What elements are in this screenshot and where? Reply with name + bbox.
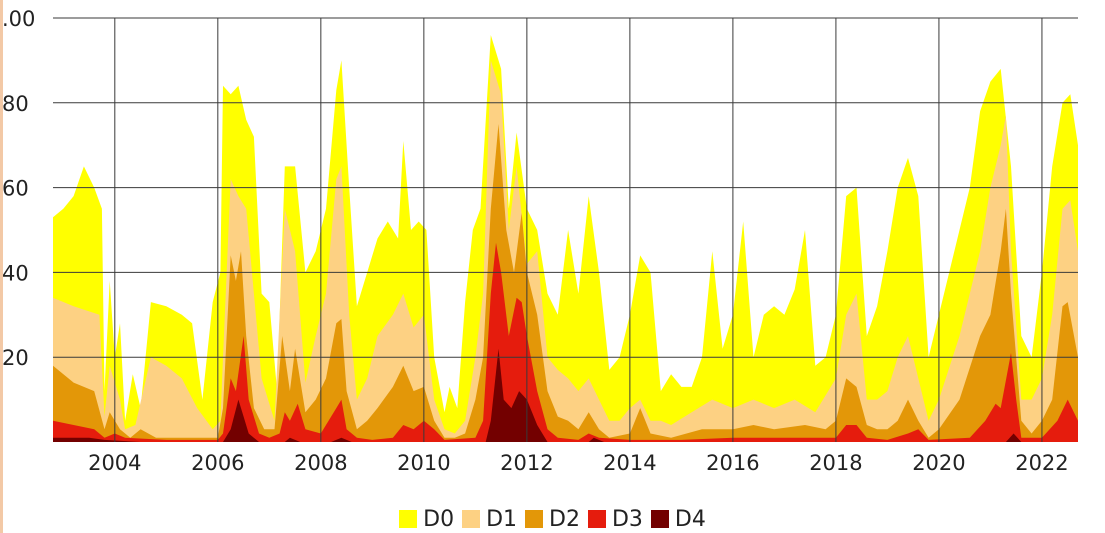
legend-swatch [525, 509, 544, 528]
x-tick-label: 2020 [912, 451, 965, 475]
x-tick-label: 2004 [88, 451, 141, 475]
y-tick-label: 80 [2, 92, 29, 116]
legend-swatch [399, 509, 418, 528]
legend-swatch [462, 509, 481, 528]
x-tick-label: 2016 [706, 451, 759, 475]
area-d2 [53, 124, 1078, 442]
x-tick-label: 2006 [191, 451, 244, 475]
x-tick-label: 2012 [500, 451, 553, 475]
gridlines [53, 17, 1078, 442]
y-tick-label: .00 [2, 7, 35, 31]
x-axis-tick-labels: 2004 2006 2008 2010 2012 2014 2016 2018 2020 2022 [88, 451, 1069, 475]
legend-item-d1: D1 [462, 507, 517, 532]
legend-item-d3: D3 [587, 506, 643, 532]
x-tick-label: 2008 [294, 451, 347, 475]
legend-label: D3 [611, 506, 643, 532]
legend-item-d2: D2 [525, 507, 580, 532]
legend-swatch [650, 509, 669, 528]
legend-label: D1 [486, 506, 518, 532]
x-tick-label: 2022 [1015, 451, 1068, 475]
legend-swatch [587, 509, 606, 528]
legend: D0 D1 D2 D3 D4 [0, 506, 1105, 532]
x-tick-label: 2018 [809, 451, 862, 475]
legend-label: D0 [423, 506, 455, 532]
y-tick-label: 60 [2, 177, 29, 201]
y-tick-label: 20 [2, 346, 29, 370]
drought-area-chart: 20 40 60 80 .00 2004 2006 2008 2010 2012 2014 2016… [2, 7, 1078, 475]
x-tick-label: 2010 [397, 451, 450, 475]
legend-item-d4: D4 [650, 506, 706, 532]
legend-label: D4 [674, 506, 706, 532]
y-tick-label: 40 [2, 261, 29, 285]
y-axis-tick-labels: 20 40 60 80 .00 [2, 7, 35, 370]
legend-label: D2 [549, 506, 580, 532]
x-tick-label: 2014 [603, 451, 656, 475]
area-series-group [53, 35, 1078, 443]
legend-item-d0: D0 [399, 507, 454, 532]
left-edge-stripe [0, 0, 3, 533]
area-d0 [53, 35, 1078, 442]
